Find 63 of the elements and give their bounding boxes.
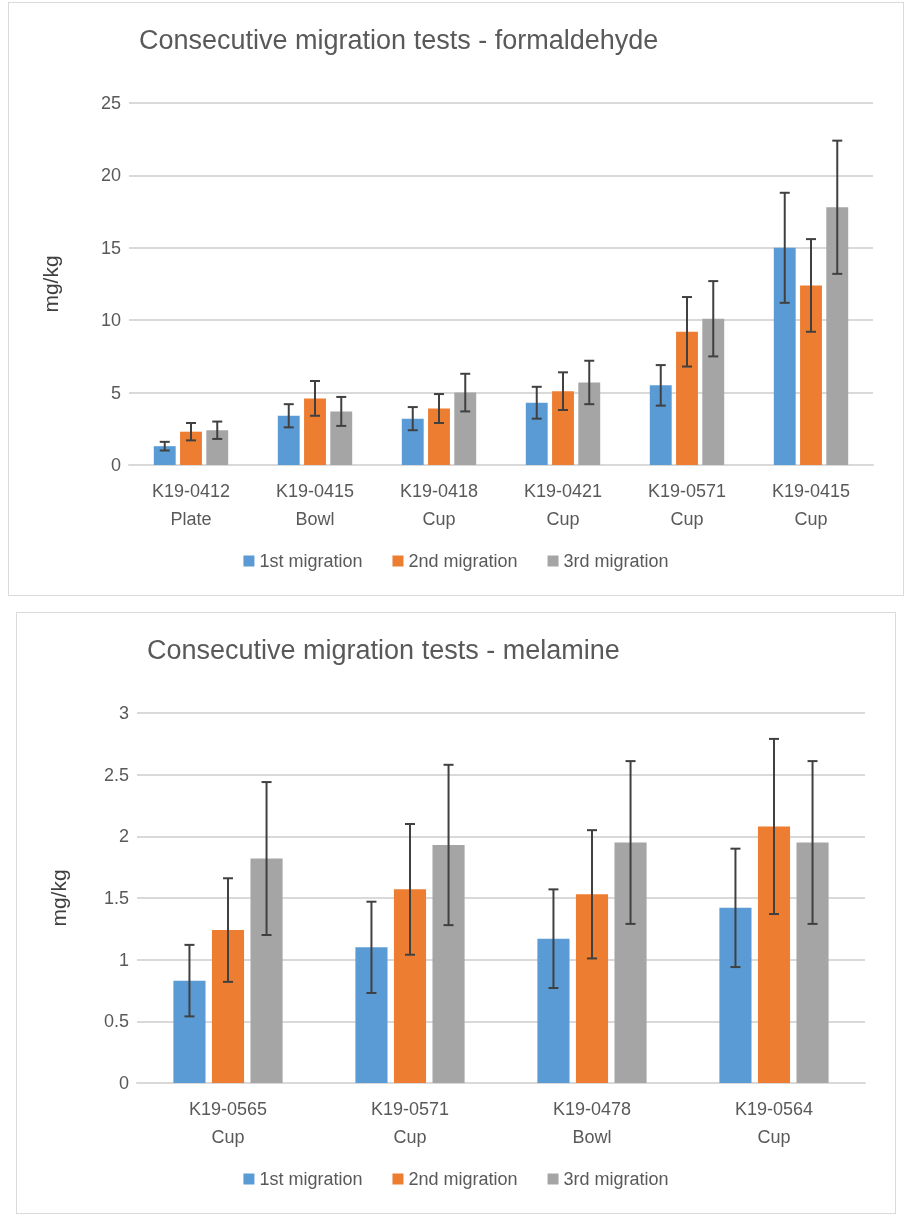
bar [211,930,245,1083]
bar [578,382,601,465]
bar [773,247,796,465]
bar [454,392,477,465]
bar [401,418,424,465]
y-tick-label: 0.5 [103,1011,129,1032]
bar [702,318,725,465]
bar [206,430,229,465]
y-tick-label: 25 [100,93,121,113]
y-axis-title: mg/kg [39,255,62,313]
y-tick-label: 5 [110,382,121,403]
bar [757,826,791,1083]
y-tick-label: 3 [118,703,129,723]
chart-title: Consecutive migration tests - melamine [147,634,620,665]
bar [428,408,450,465]
bar [649,385,672,465]
bar [676,331,698,465]
x-tick-label: K19-0571 Cup [647,481,727,529]
y-tick-label: 1 [118,949,129,970]
x-tick-label: K19-0564 Cup [734,1099,814,1147]
x-tick-label: K19-0412 Plate [151,481,231,529]
bar [826,207,849,465]
x-tick-label: K19-0571 Cup [370,1099,450,1147]
legend-label: 2nd migration [408,1169,518,1189]
bar [393,889,427,1083]
y-tick-label: 15 [100,237,121,258]
x-tick-label: K19-0421 Cup [523,481,603,529]
bar [355,947,388,1083]
legend-label: 3rd migration [563,551,669,571]
legend-label: 1st migration [259,551,363,571]
bar [800,285,822,465]
bar [153,446,176,465]
bar [304,398,326,465]
legend-label: 3rd migration [563,1169,669,1189]
x-tick-label: K19-0565 Cup [188,1099,268,1147]
bar [614,842,647,1083]
legend-label: 1st migration [259,1169,363,1189]
y-tick-label: 10 [100,310,121,331]
y-tick-label: 2 [118,826,129,847]
x-tick-label: K19-0415 Cup [771,481,851,529]
y-tick-label: 20 [100,165,121,186]
y-tick-label: 0 [118,1073,129,1093]
x-tick-label: K19-0418 Cup [399,481,479,529]
y-tick-label: 2.5 [103,764,129,785]
x-tick-label: K19-0478 Bowl [552,1099,632,1147]
bar [277,415,300,465]
y-tick-label: 1.5 [103,888,129,908]
bar [719,907,752,1083]
bar [432,844,465,1083]
bar [330,411,353,465]
legend-label: 2nd migration [408,551,518,571]
x-tick-label: K19-0415 Bowl [275,481,355,529]
bar [552,391,574,465]
y-axis-title: mg/kg [47,869,70,927]
bar [537,938,570,1083]
bar [796,842,829,1083]
bar [250,858,283,1083]
bar [180,431,202,465]
bar [173,980,206,1083]
bar [525,402,548,465]
y-tick-label: 0 [110,455,121,475]
chart-title: Consecutive migration tests - formaldehyde [139,24,659,55]
bar [575,894,609,1083]
